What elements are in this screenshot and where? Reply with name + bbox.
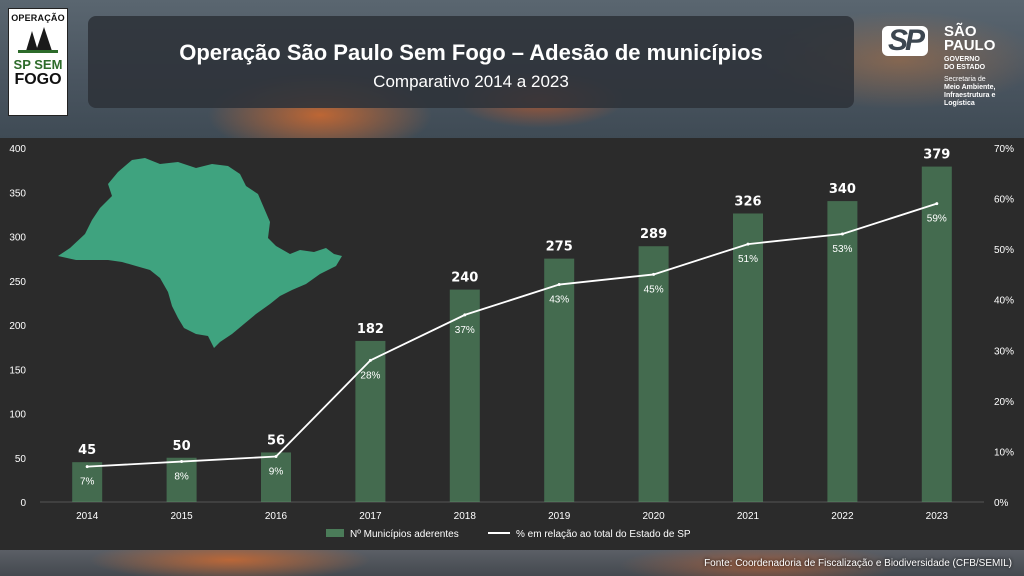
line-point <box>840 232 844 236</box>
bar <box>449 289 480 502</box>
bar <box>355 340 386 502</box>
line-value-label: 43% <box>549 295 569 306</box>
line-point <box>180 460 184 464</box>
sp-gov-line2: DO ESTADO <box>944 64 986 71</box>
line-value-label: 53% <box>832 244 852 255</box>
sp-sec-line2: Meio Ambiente, <box>944 84 996 91</box>
y-tick-label: 200 <box>9 321 26 332</box>
y2-tick-label: 50% <box>994 245 1014 256</box>
sp-sec-line1: Secretaria de <box>944 76 986 83</box>
y2-tick-label: 0% <box>994 498 1009 509</box>
bar-value-label: 289 <box>640 227 667 242</box>
title-panel: Operação São Paulo Sem Fogo – Adesão de … <box>88 16 854 108</box>
x-tick-label: 2022 <box>831 511 854 522</box>
y2-tick-label: 40% <box>994 296 1014 307</box>
bar <box>638 246 669 502</box>
bar-value-label: 182 <box>357 322 384 337</box>
y2-tick-label: 10% <box>994 447 1014 458</box>
chart-panel: 0 50 100 150 200 250 300 350 400 0% 10% 20% 30% 40% 50… <box>0 138 1024 550</box>
sp-logo-mark: SP <box>882 26 929 56</box>
x-tick-label: 2017 <box>359 511 382 522</box>
x-tick-label: 2020 <box>642 511 665 522</box>
source-note: Fonte: Coordenadoria de Fiscalização e B… <box>704 558 1012 569</box>
line-value-label: 8% <box>174 472 189 483</box>
bar <box>72 462 103 502</box>
logo-op-line1: OPERAÇÃO <box>11 13 65 23</box>
percentage-line <box>87 202 938 468</box>
line-value-label: 7% <box>80 477 95 488</box>
line-point <box>557 283 561 287</box>
sp-logo-secretaria: Secretaria de Meio Ambiente, Infraestrut… <box>944 76 995 108</box>
footer-background <box>0 550 1024 576</box>
x-tick-label: 2014 <box>76 511 99 522</box>
x-tick-label: 2023 <box>926 511 949 522</box>
sp-name-line2: PAULO <box>944 37 996 54</box>
line-value-label: 59% <box>927 214 947 225</box>
sp-logo-name: SÃO PAULO <box>944 23 996 54</box>
x-tick-label: 2018 <box>454 511 477 522</box>
logo-op-line3: FOGO <box>14 71 62 88</box>
page-title: Operação São Paulo Sem Fogo – Adesão de … <box>179 40 763 65</box>
sp-sec-line4: Logística <box>944 100 975 107</box>
bar <box>261 452 291 502</box>
governo-sp-logo: SP SÃO PAULO GOVERNO DO ESTADO Secretari… <box>882 24 1012 114</box>
x-tick-label: 2021 <box>737 511 760 522</box>
bar-value-label: 56 <box>267 433 285 448</box>
sp-logo-governo: GOVERNO DO ESTADO <box>944 56 985 72</box>
line-value-label: 45% <box>644 284 664 295</box>
bar-value-label: 240 <box>451 271 478 286</box>
x-tick-label: 2019 <box>548 511 571 522</box>
line-value-label: 9% <box>269 466 284 477</box>
bar <box>733 213 763 502</box>
y-tick-label: 100 <box>9 410 26 421</box>
bar-value-label: 50 <box>173 439 191 454</box>
sp-gov-line1: GOVERNO <box>944 56 980 63</box>
sp-sec-line3: Infraestrutura e <box>944 92 996 99</box>
y-tick-label: 400 <box>9 144 26 155</box>
sao-paulo-state-map <box>58 158 342 348</box>
operacao-sp-sem-fogo-logo: OPERAÇÃO SP SEM FOGO <box>8 8 68 116</box>
line-point <box>368 358 372 362</box>
bar <box>166 457 197 502</box>
tree-icon <box>18 27 58 53</box>
y2-tick-label: 70% <box>994 144 1014 155</box>
legend-label-line: % em relação ao total do Estado de SP <box>516 529 691 540</box>
logo-op-line2: SP SEM <box>13 57 63 72</box>
y-tick-label: 250 <box>9 277 26 288</box>
y-tick-label: 150 <box>9 365 26 376</box>
x-tick-label: 2015 <box>170 511 193 522</box>
legend-label-bars: Nº Municípios aderentes <box>350 529 459 540</box>
line-point <box>652 272 656 276</box>
y-tick-label: 50 <box>15 454 27 465</box>
x-tick-label: 2016 <box>265 511 288 522</box>
y2-tick-label: 20% <box>994 397 1014 408</box>
bar-value-label: 45 <box>78 443 96 458</box>
y-tick-label: 300 <box>9 233 26 244</box>
line-value-label: 37% <box>455 325 475 336</box>
bar-value-label: 275 <box>546 240 573 255</box>
line-point <box>463 313 467 317</box>
bar-value-label: 326 <box>734 194 761 209</box>
legend-swatch-bars <box>326 529 344 537</box>
bar <box>544 258 575 502</box>
line-value-label: 51% <box>738 254 758 265</box>
line-point <box>85 465 89 469</box>
bar <box>827 201 858 502</box>
line-point <box>935 202 939 206</box>
line-point <box>274 454 278 458</box>
y-tick-label: 0 <box>20 498 26 509</box>
page-subtitle: Comparativo 2014 a 2023 <box>373 72 569 91</box>
line-point <box>746 242 750 246</box>
line-value-label: 28% <box>360 370 380 381</box>
bar-value-label: 379 <box>923 148 950 163</box>
y2-tick-label: 60% <box>994 195 1014 206</box>
sp-name-line1: SÃO <box>944 23 977 40</box>
bar-value-label: 340 <box>829 182 856 197</box>
adhesion-chart: 0 50 100 150 200 250 300 350 400 0% 10% 20% 30% 40% 50… <box>9 144 1014 540</box>
y-tick-label: 350 <box>9 188 26 199</box>
bar <box>921 166 952 502</box>
y2-tick-label: 30% <box>994 346 1014 357</box>
